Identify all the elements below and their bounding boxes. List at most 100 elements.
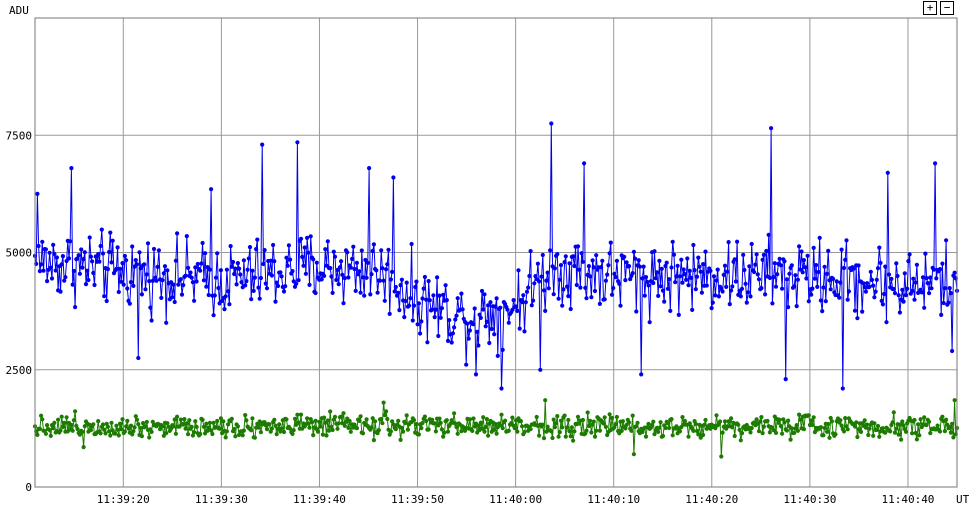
data-point (295, 412, 300, 417)
data-point (376, 428, 381, 433)
data-point (64, 415, 69, 420)
data-point (566, 417, 571, 423)
data-point (897, 310, 903, 315)
data-point (240, 433, 245, 438)
data-point (133, 414, 138, 419)
data-point (328, 266, 333, 271)
data-point (794, 304, 799, 309)
data-point (81, 257, 86, 262)
data-point (600, 258, 605, 263)
data-point (602, 297, 607, 302)
data-point (582, 161, 587, 166)
data-point (880, 302, 886, 307)
data-point (53, 268, 58, 273)
data-point (161, 433, 166, 438)
data-point (773, 284, 779, 289)
data-point (369, 272, 374, 277)
data-point (880, 426, 886, 431)
data-point (319, 277, 324, 282)
data-point (663, 263, 668, 269)
data-point (562, 260, 567, 265)
data-point (368, 292, 373, 297)
data-point (764, 248, 769, 254)
data-point (173, 258, 178, 263)
data-point (143, 424, 148, 429)
data-point (82, 250, 87, 255)
data-point (223, 294, 228, 299)
data-point (100, 422, 106, 427)
data-series (32, 121, 960, 459)
data-point (873, 289, 878, 294)
data-point (150, 278, 155, 283)
data-point (437, 293, 442, 298)
data-point (591, 419, 596, 424)
data-point (515, 308, 520, 313)
data-point (759, 286, 764, 291)
data-point (193, 265, 198, 270)
data-point (250, 416, 255, 421)
data-point (866, 432, 871, 438)
data-point (384, 267, 389, 272)
data-point (818, 425, 824, 430)
data-point (188, 270, 193, 275)
data-point (603, 278, 609, 283)
data-point (624, 260, 629, 265)
data-point (856, 427, 861, 432)
data-point (256, 425, 261, 430)
data-point (134, 417, 140, 422)
data-point (557, 277, 562, 282)
data-point (149, 429, 154, 434)
data-point (890, 420, 895, 425)
data-point (420, 420, 425, 426)
data-point (39, 413, 44, 418)
data-point (865, 422, 870, 427)
data-point (630, 271, 635, 276)
data-point (252, 435, 257, 440)
zoom-in-button[interactable]: + (923, 1, 937, 15)
data-point (775, 272, 780, 277)
data-point (780, 431, 785, 436)
data-point (804, 276, 809, 281)
data-point (444, 418, 449, 423)
data-point (221, 419, 226, 424)
data-point (552, 266, 558, 271)
data-point (325, 418, 330, 423)
data-point (70, 282, 75, 287)
data-point (272, 417, 277, 422)
data-point (523, 300, 528, 305)
data-point (354, 260, 359, 265)
data-point (48, 265, 53, 270)
data-point (637, 264, 643, 269)
data-point (119, 427, 124, 432)
data-point (204, 421, 209, 426)
data-point (546, 286, 551, 291)
data-point (275, 283, 281, 289)
data-point (436, 333, 441, 339)
data-point (928, 431, 933, 436)
data-point (339, 259, 344, 264)
data-point (942, 286, 948, 291)
data-point (258, 275, 263, 281)
data-point (747, 264, 752, 269)
data-point (203, 251, 208, 256)
data-point (815, 284, 820, 289)
data-point (200, 417, 205, 422)
data-point (697, 264, 702, 269)
data-point (481, 307, 486, 312)
data-point (380, 266, 385, 271)
zoom-out-button[interactable]: − (940, 1, 954, 15)
data-point (164, 320, 169, 325)
data-point (792, 430, 797, 435)
data-point (478, 420, 483, 425)
data-point (905, 286, 910, 291)
data-point (482, 429, 487, 434)
data-point (780, 286, 785, 291)
data-point (714, 413, 719, 418)
data-point (473, 372, 479, 377)
data-point (420, 296, 425, 301)
data-point (277, 422, 282, 427)
data-point (459, 291, 464, 296)
data-point (720, 289, 725, 294)
data-point (567, 429, 572, 434)
data-point (311, 257, 316, 262)
